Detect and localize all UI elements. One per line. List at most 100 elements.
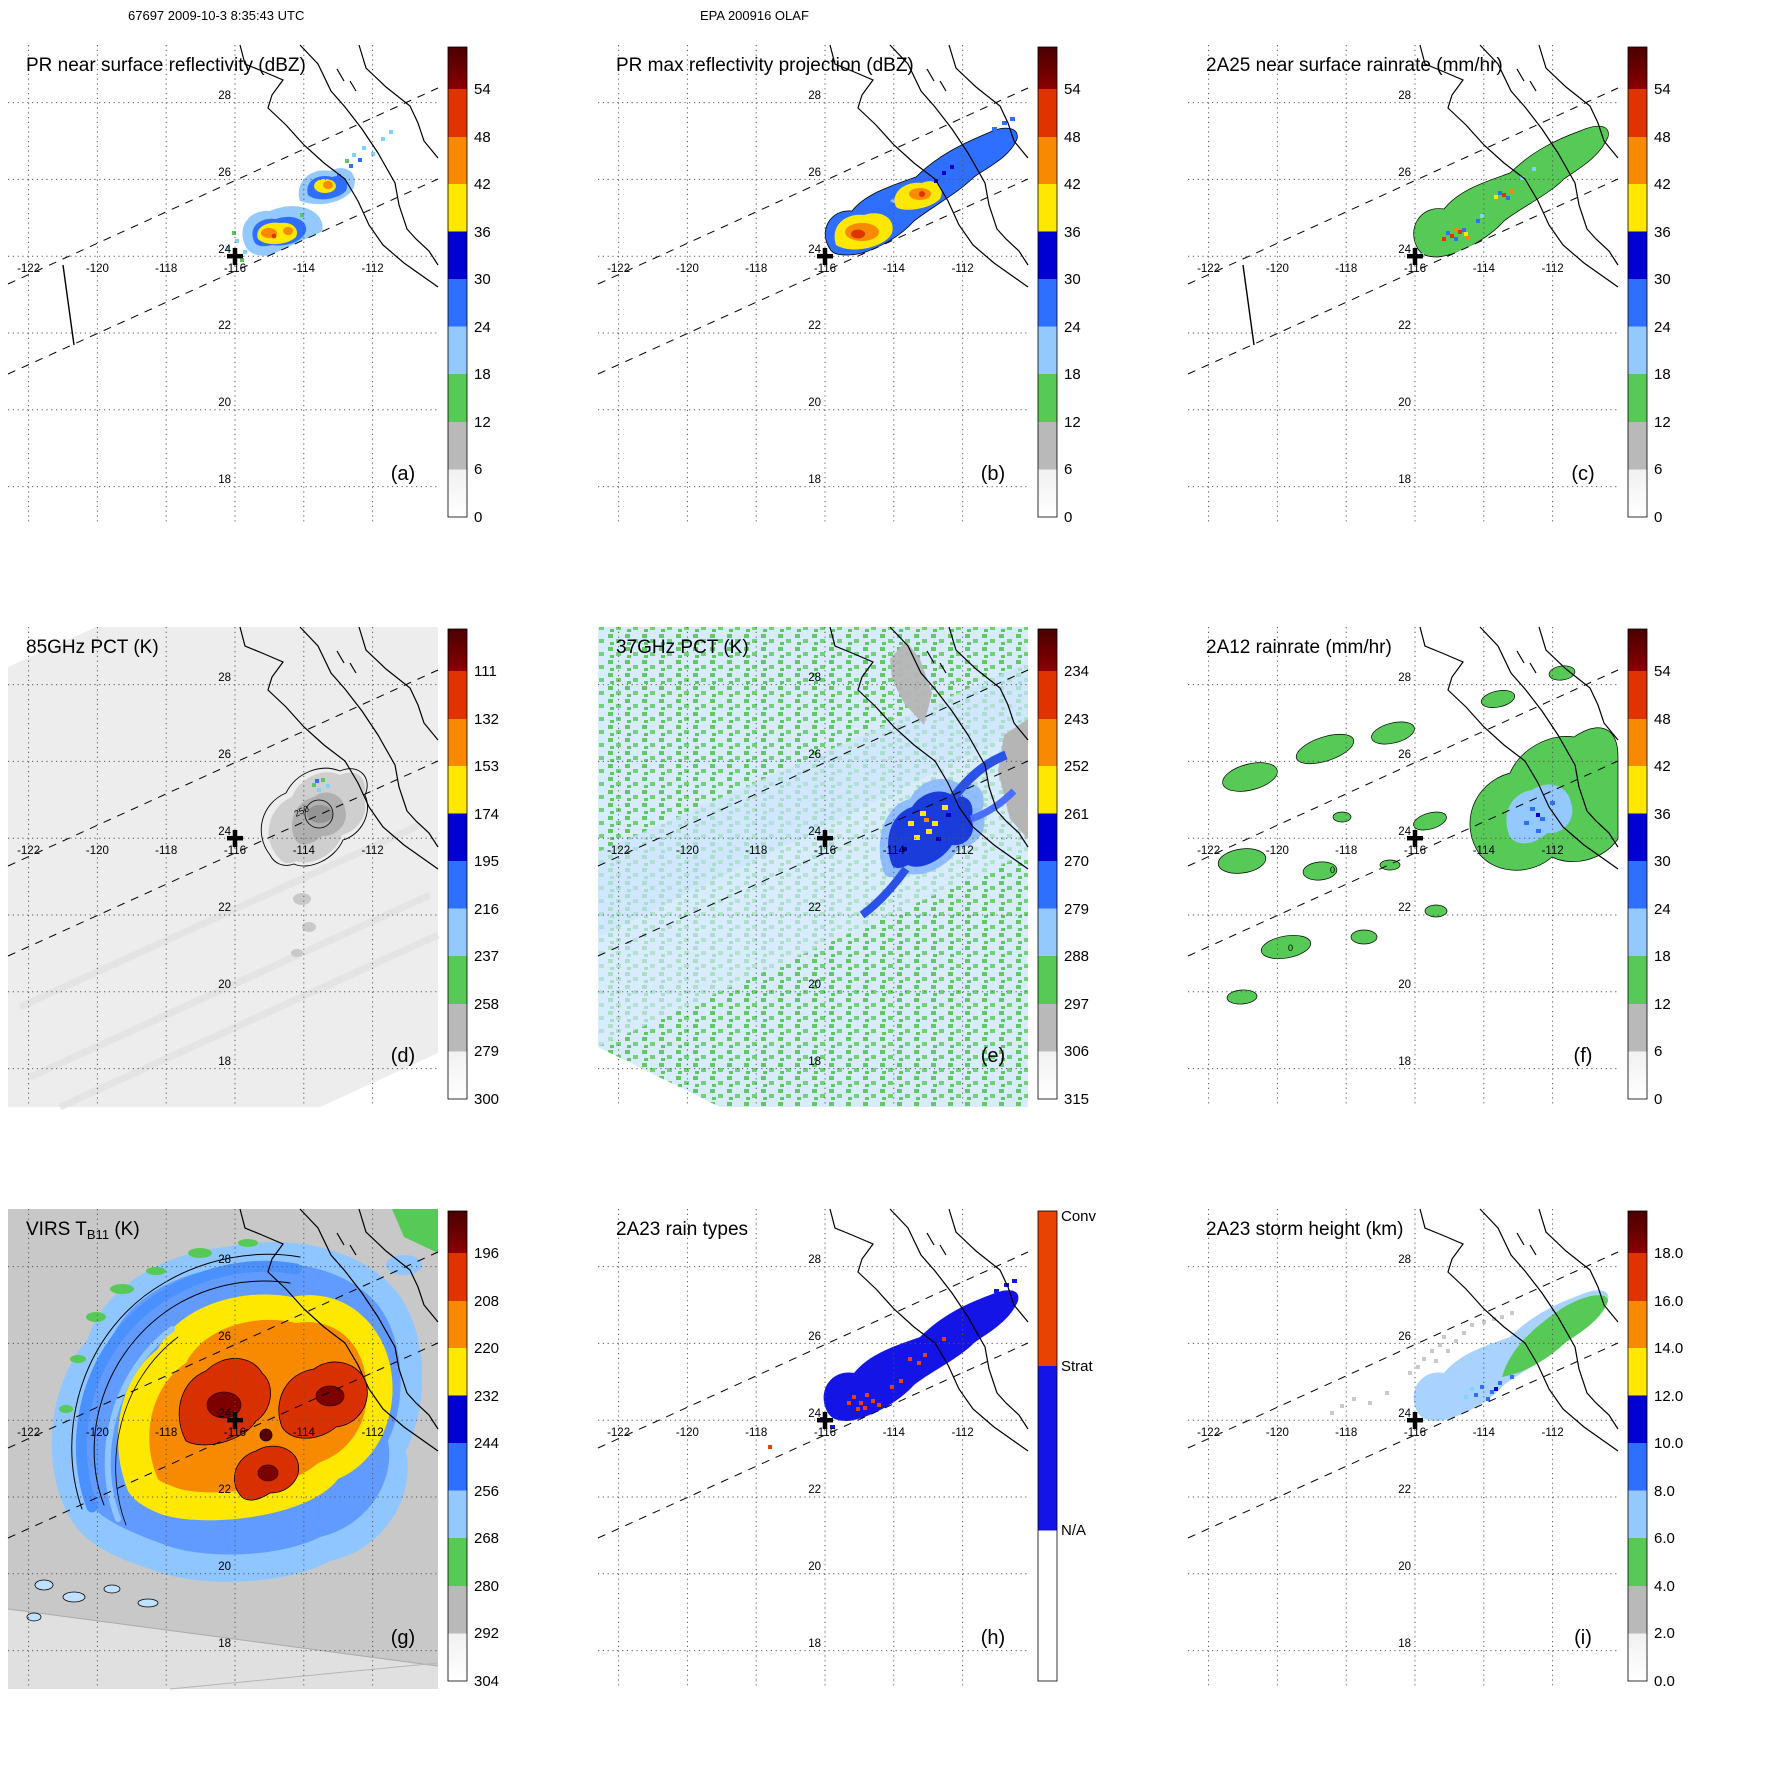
colorbar-tick: 12.0 bbox=[1654, 1388, 1683, 1405]
gray-speckles bbox=[1330, 1311, 1514, 1415]
colorbar-tick: 24 bbox=[474, 319, 491, 336]
pr-reflectivity-raster bbox=[226, 130, 393, 262]
colorbar-tick: 24 bbox=[1064, 319, 1081, 336]
legend-na: N/A bbox=[1061, 1522, 1086, 1539]
pct85-raster: 250 bbox=[8, 627, 440, 1111]
colorbar: 54 48 42 36 30 24 18 12 6 0 bbox=[1627, 46, 1671, 526]
colorbar-tick: 256 bbox=[474, 1483, 499, 1500]
colorbar-tick: 30 bbox=[1654, 271, 1671, 288]
colorbar-tick: 18 bbox=[474, 366, 491, 383]
colorbar-tick: 54 bbox=[474, 81, 491, 98]
raintype-colorbar: Conv Strat N/A bbox=[1037, 1208, 1097, 1682]
colorbar-tick: 232 bbox=[474, 1388, 499, 1405]
grid-overlay bbox=[597, 44, 1029, 526]
colorbar: 54 48 42 36 30 24 18 12 6 0 bbox=[1037, 46, 1081, 526]
cold-speckles bbox=[312, 778, 330, 792]
legend-strat: Strat bbox=[1061, 1358, 1094, 1375]
colorbar-tick: 12 bbox=[1654, 414, 1671, 431]
colorbar-tick: 288 bbox=[1064, 948, 1089, 965]
blue-speckles bbox=[337, 158, 362, 178]
colorbar-tick: 48 bbox=[474, 129, 491, 146]
colorbar-tick: 244 bbox=[474, 1435, 499, 1452]
stormheight-raster bbox=[1330, 1290, 1609, 1421]
colorbar-tick: 6 bbox=[1654, 1043, 1662, 1060]
colorbar-tick: 0 bbox=[1064, 509, 1072, 526]
colorbar-tick: 220 bbox=[474, 1340, 499, 1357]
colorbar-tick: 292 bbox=[474, 1625, 499, 1642]
colorbar-tick: 48 bbox=[1654, 129, 1671, 146]
cyan-speckles bbox=[1464, 1387, 1474, 1399]
colorbar-tick: 306 bbox=[1064, 1043, 1089, 1060]
colorbar-tick: 36 bbox=[474, 224, 491, 241]
blue-speckles bbox=[978, 117, 1015, 153]
colorbar-tick: 237 bbox=[474, 948, 499, 965]
colorbar-tick: 30 bbox=[1654, 853, 1671, 870]
colorbar-tick: 279 bbox=[1064, 901, 1089, 918]
colorbar-tick: 24 bbox=[1654, 901, 1671, 918]
colorbar-tick: 36 bbox=[1064, 224, 1081, 241]
colorbar-tick: 6 bbox=[1064, 461, 1072, 478]
colorbar-tick: 280 bbox=[474, 1578, 499, 1595]
orbit-timestamp: 67697 2009-10-3 8:35:43 UTC bbox=[128, 8, 305, 23]
panel-letter: (h) bbox=[981, 1627, 1005, 1649]
colorbar-tick: 216 bbox=[474, 901, 499, 918]
red-speckles bbox=[1442, 193, 1506, 241]
colorbar-tick: 48 bbox=[1654, 711, 1671, 728]
colorbar-tick: 12 bbox=[1064, 414, 1081, 431]
panel-h-map: 2A23 rain types (h) Conv Strat N/A bbox=[597, 1208, 1097, 1690]
panel-d-map: 250 85GHz PCT (K) (d) 111 132 153 174 19… bbox=[7, 626, 499, 1111]
panel-title: 85GHz PCT (K) bbox=[26, 637, 159, 658]
colorbar-tick: 315 bbox=[1064, 1091, 1089, 1108]
panel-i-map: 2A23 storm height (km) (i) 18.0 16.0 14.… bbox=[1187, 1208, 1683, 1690]
panel-letter: (d) bbox=[391, 1045, 415, 1067]
pct37-raster bbox=[598, 627, 1028, 1107]
figure-header: 67697 2009-10-3 8:35:43 UTC EPA 200916 O… bbox=[0, 0, 1771, 25]
rainrate-raster bbox=[1413, 125, 1609, 258]
colorbar-tick: 30 bbox=[1064, 271, 1081, 288]
colorbar-tick: 30 bbox=[474, 271, 491, 288]
colorbar-tick: 6 bbox=[474, 461, 482, 478]
green-fringe bbox=[59, 1239, 258, 1413]
colorbar-tick: 270 bbox=[1064, 853, 1089, 870]
colorbar-tick: 6 bbox=[1654, 461, 1662, 478]
swath-start-bracket bbox=[62, 264, 75, 346]
panel-title: PR max reflectivity projection (dBZ) bbox=[616, 55, 914, 76]
grid-overlay bbox=[1187, 44, 1619, 526]
colorbar-tick: 243 bbox=[1064, 711, 1089, 728]
colorbar-tick: 54 bbox=[1654, 663, 1671, 680]
colorbar-tick: 36 bbox=[1654, 806, 1671, 823]
colorbar-tick: 54 bbox=[1654, 81, 1671, 98]
colorbar-tick: 208 bbox=[474, 1293, 499, 1310]
panel-letter: (g) bbox=[391, 1627, 415, 1649]
panel-e-map: 37GHz PCT (K) (e) 234 243 252 261 270 27… bbox=[597, 626, 1089, 1108]
panel-title: 2A25 near surface rainrate (mm/hr) bbox=[1206, 55, 1503, 76]
orange-speckles bbox=[1454, 189, 1514, 240]
gray-tail bbox=[291, 893, 316, 957]
colorbar-tick: 4.0 bbox=[1654, 1578, 1675, 1595]
colorbar-tick: 0 bbox=[1654, 1091, 1662, 1108]
outer-cells bbox=[26, 1579, 159, 1622]
grid-overlay bbox=[597, 1208, 1029, 1690]
colorbar: 18.0 16.0 14.0 12.0 10.0 8.0 6.0 4.0 2.0… bbox=[1627, 1210, 1683, 1690]
blue-speckles bbox=[1524, 801, 1555, 833]
colorbar-tick: 132 bbox=[474, 711, 499, 728]
colorbar-tick: 12 bbox=[1654, 996, 1671, 1013]
panel-letter: (b) bbox=[981, 463, 1005, 485]
colorbar-tick: 18 bbox=[1654, 366, 1671, 383]
colorbar-tick: 252 bbox=[1064, 758, 1089, 775]
panel-title: 2A23 rain types bbox=[616, 1219, 748, 1240]
tmi-rainrate-raster: 0 0 bbox=[1217, 665, 1619, 1005]
colorbar-tick: 268 bbox=[474, 1530, 499, 1547]
panel-letter: (c) bbox=[1571, 463, 1594, 485]
panel-g-map: VIRS TB11 (K) (g) 196 208 220 232 244 25… bbox=[7, 1208, 499, 1690]
colorbar-tick: 36 bbox=[1654, 224, 1671, 241]
yellow-speckles bbox=[1464, 195, 1498, 236]
spiral-bands bbox=[71, 1253, 302, 1526]
colorbar: 196 208 220 232 244 256 268 280 292 304 bbox=[447, 1210, 499, 1690]
panel-letter: (a) bbox=[391, 463, 415, 485]
colorbar: 54 48 42 36 30 24 18 12 6 0 bbox=[447, 46, 491, 526]
zero-contour-label: 0 bbox=[1330, 865, 1335, 875]
colorbar: 234 243 252 261 270 279 288 297 306 315 bbox=[1037, 628, 1089, 1108]
conv-speckles bbox=[768, 1337, 946, 1449]
legend-conv: Conv bbox=[1061, 1208, 1097, 1225]
